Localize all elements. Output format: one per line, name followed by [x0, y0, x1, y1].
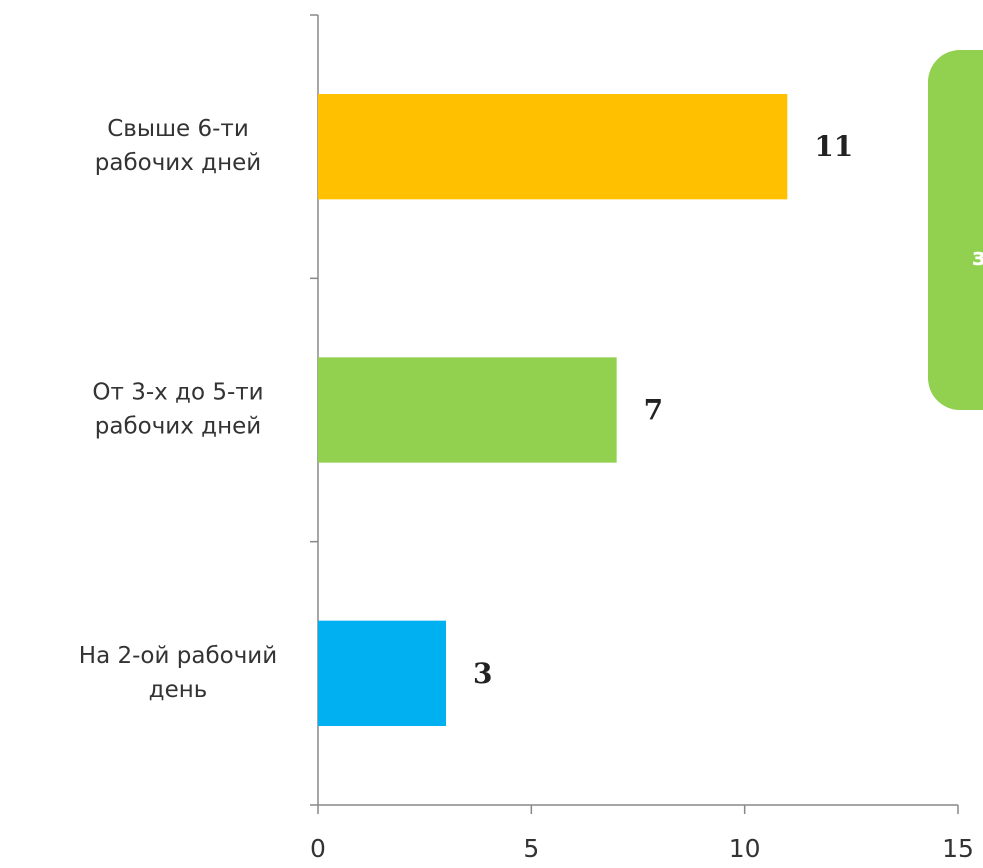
y-tick-label: От 3-х до 5-ти	[92, 380, 263, 406]
callout-text: з	[972, 243, 983, 271]
bar	[318, 620, 446, 726]
x-tick-label: 0	[310, 834, 326, 863]
y-tick-label: Свыше 6-ти	[107, 116, 249, 142]
value-label: 11	[814, 130, 853, 163]
y-tick-label: рабочих дней	[95, 150, 261, 176]
callout-box	[928, 50, 983, 410]
value-label: 7	[644, 394, 663, 427]
x-tick-label: 5	[523, 834, 539, 863]
y-tick-label: день	[149, 677, 208, 703]
value-label: 3	[473, 657, 492, 690]
y-tick-label: рабочих дней	[95, 414, 261, 440]
bar	[318, 357, 617, 463]
x-tick-label: 10	[729, 834, 761, 863]
bar	[318, 94, 788, 200]
x-tick-label: 15	[942, 834, 974, 863]
y-tick-label: На 2-ой рабочий	[79, 643, 277, 669]
